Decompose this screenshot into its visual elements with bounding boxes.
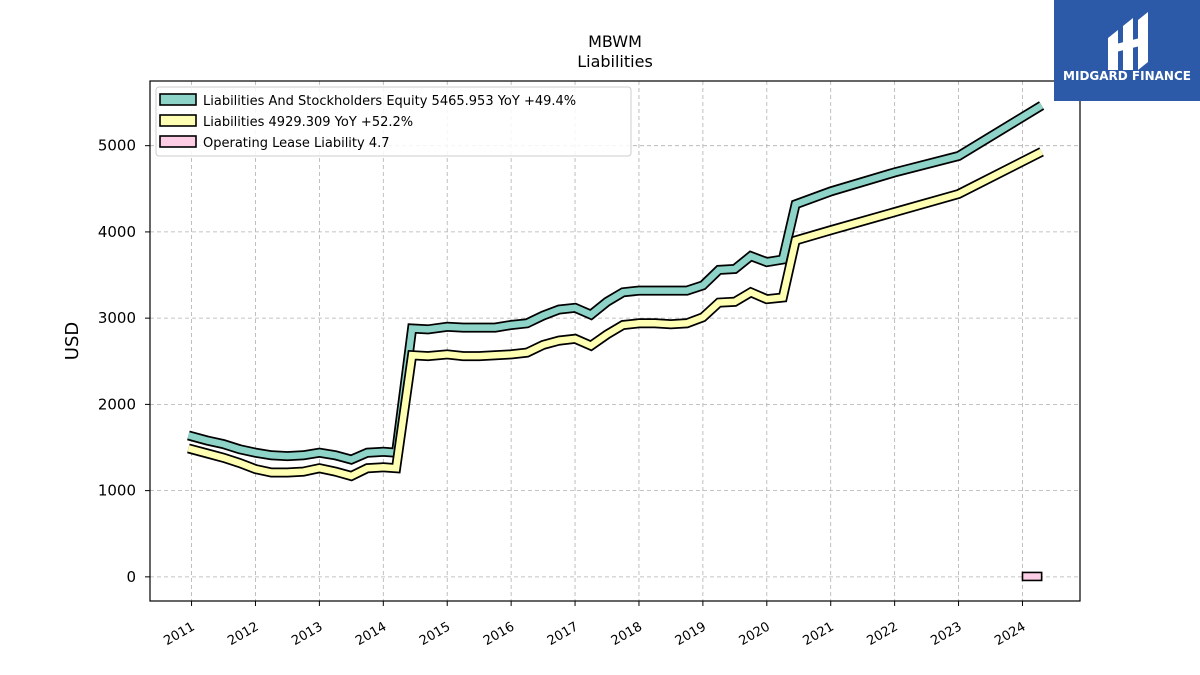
- x-tick-label: 2012: [225, 619, 261, 649]
- series-line-liabilities: [187, 148, 1044, 480]
- series-line-operating-lease-liability: [1021, 571, 1043, 582]
- y-tick-label: 1000: [98, 482, 136, 500]
- y-axis: 0 1000 2000 3000 4000 5000: [98, 137, 150, 586]
- x-tick-label: 2019: [673, 619, 709, 649]
- y-axis-label: USD: [62, 322, 83, 360]
- x-tick-label: 2016: [481, 619, 517, 649]
- brand-logo: MIDGARD FINANCE: [1054, 0, 1200, 101]
- logo-mark-icon: [1108, 12, 1148, 70]
- legend-swatch: [159, 93, 197, 106]
- x-tick-label: 2017: [545, 619, 581, 649]
- y-tick-label: 5000: [98, 137, 136, 155]
- x-tick-label: 2022: [864, 619, 900, 649]
- series-line-liabilities-and-stockholders-equity: [187, 102, 1044, 464]
- x-tick-label: 2015: [417, 619, 453, 649]
- legend-swatch: [159, 114, 197, 127]
- x-tick-label: 2011: [161, 619, 197, 649]
- x-axis: 2011 2012 2013 2014 2015 2016 2017 2018 2019 2020…: [161, 601, 1028, 649]
- series-outline-liabilities-and-stockholders-equity: [187, 101, 1045, 465]
- legend-swatch: [159, 135, 197, 148]
- x-tick-label: 2024: [992, 619, 1028, 649]
- y-tick-label: 4000: [98, 223, 136, 241]
- legend: Liabilities And Stockholders Equity 5465…: [155, 86, 632, 157]
- x-tick-label: 2020: [737, 619, 773, 649]
- x-tick-label: 2021: [801, 619, 837, 649]
- logo-text: MIDGARD FINANCE: [1063, 69, 1191, 83]
- legend-label: Liabilities 4929.309 YoY +52.2%: [203, 115, 413, 130]
- y-tick-label: 0: [126, 568, 136, 586]
- x-tick-label: 2013: [289, 619, 325, 649]
- legend-label: Liabilities And Stockholders Equity 5465…: [203, 94, 576, 109]
- x-tick-label: 2014: [353, 619, 389, 649]
- y-tick-label: 2000: [98, 395, 136, 413]
- x-tick-label: 2023: [928, 619, 964, 649]
- x-tick-label: 2018: [609, 619, 645, 649]
- legend-box: [155, 86, 632, 157]
- legend-label: Operating Lease Liability 4.7: [203, 136, 390, 151]
- chart-subtitle: Liabilities: [577, 52, 653, 71]
- series-outline-liabilities: [187, 147, 1044, 482]
- plot-area-frame: [149, 80, 1081, 602]
- y-tick-label: 3000: [98, 309, 136, 327]
- grid: [150, 81, 1080, 601]
- series-layer: [187, 101, 1045, 582]
- chart-title: MBWM: [588, 32, 642, 51]
